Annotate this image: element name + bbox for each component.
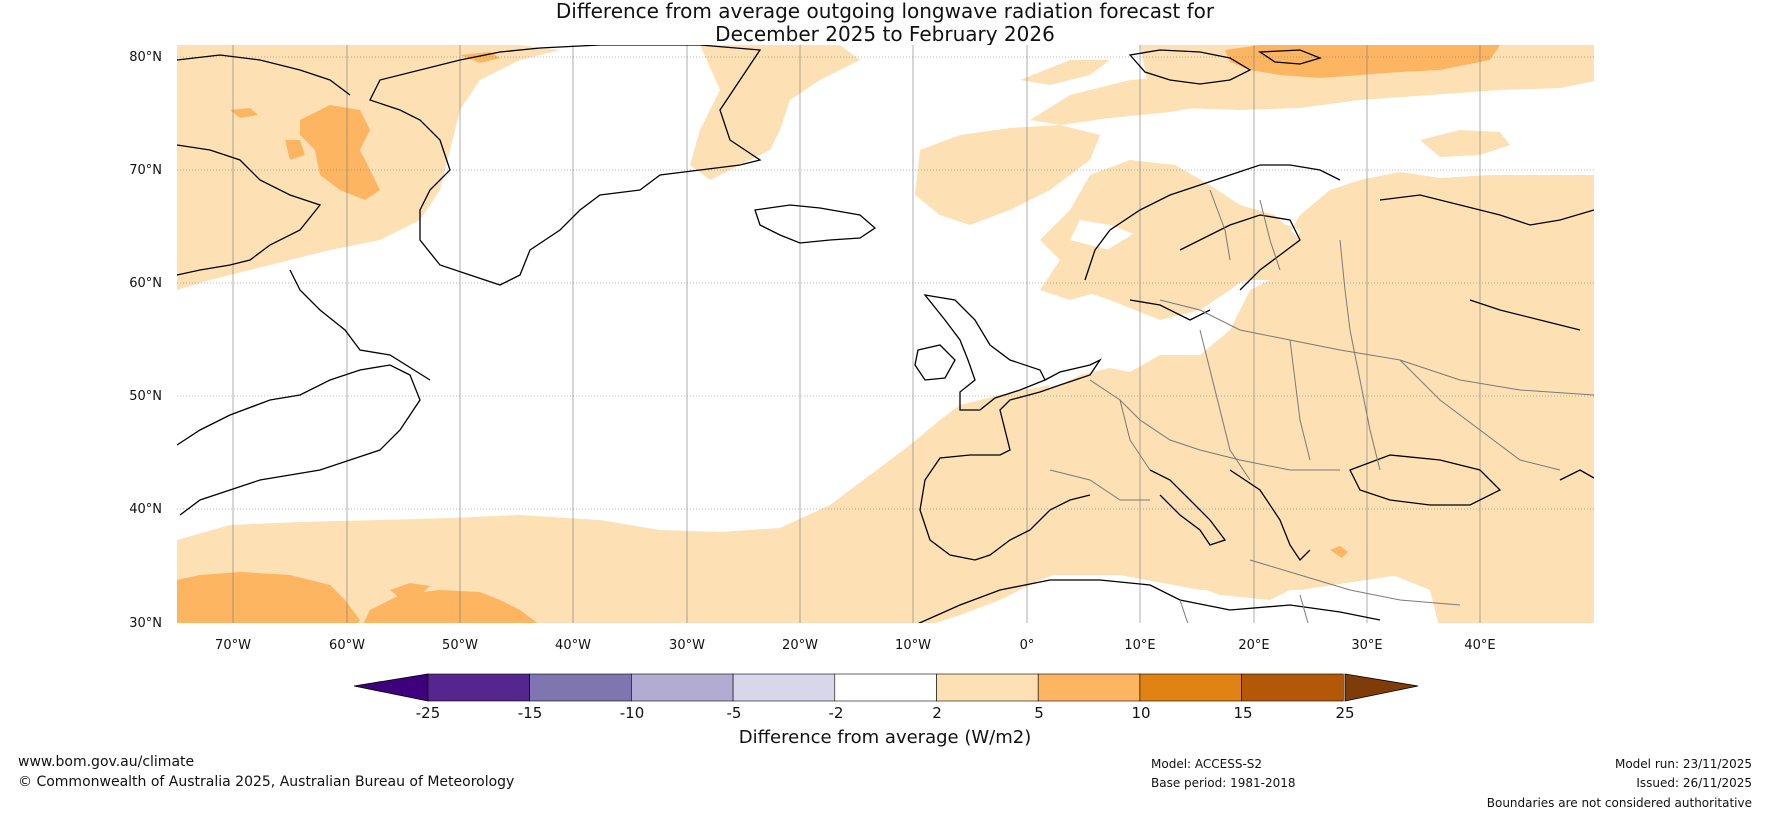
lon-label-20w: 20°W	[782, 638, 818, 653]
cb-tick-0: -25	[416, 704, 441, 722]
lon-label-70w: 70°W	[215, 638, 251, 653]
lon-label-50w: 50°W	[442, 638, 478, 653]
cb-tick-4: -2	[829, 704, 844, 722]
colorbar-cell-4	[732, 673, 836, 702]
footer-copyright: © Commonwealth of Australia 2025, Austra…	[18, 774, 515, 790]
cb-tick-5: 2	[932, 704, 942, 722]
lat-label-80: 80°N	[129, 50, 162, 65]
lat-label-50: 50°N	[129, 389, 162, 404]
lon-label-30e: 30°E	[1351, 638, 1382, 653]
colorbar-cell-7	[1037, 673, 1141, 702]
lon-label-30w: 30°W	[669, 638, 705, 653]
title-line-2: December 2025 to February 2026	[715, 22, 1055, 46]
latitude-labels: 80°N 70°N 60°N 50°N 40°N 30°N	[129, 50, 162, 631]
footer-base-period: Base period: 1981-2018	[1151, 776, 1296, 790]
lon-label-40e: 40°E	[1464, 638, 1495, 653]
colorbar-cell-8	[1139, 673, 1242, 702]
footer-disclaimer: Boundaries are not considered authoritat…	[1486, 796, 1752, 810]
cb-tick-2: -10	[620, 704, 645, 722]
colorbar-extend-high	[1344, 673, 1419, 702]
colorbar-cell-3	[631, 673, 734, 702]
cb-tick-8: 15	[1233, 704, 1252, 722]
lat-label-60: 60°N	[129, 276, 162, 291]
colorbar-ticks: -25 -15 -10 -5 -2 2 5 10 15 25	[416, 704, 1355, 722]
footer-model-run: Model run: 23/11/2025	[1614, 757, 1752, 771]
colorbar: -25 -15 -10 -5 -2 2 5 10 15 25	[353, 673, 1419, 722]
lon-label-40w: 40°W	[555, 638, 591, 653]
footer-website[interactable]: www.bom.gov.au/climate	[18, 754, 195, 770]
footer-issued: Issued: 26/11/2025	[1636, 776, 1752, 790]
national-borders	[1049, 189, 1594, 623]
map-area	[177, 45, 1594, 623]
anomaly-band-5-10	[177, 45, 1500, 623]
colorbar-extend-low	[353, 673, 429, 702]
lon-label-10w: 10°W	[895, 638, 931, 653]
cb-tick-1: -15	[518, 704, 543, 722]
lon-label-20e: 20°E	[1238, 638, 1269, 653]
colorbar-cell-1	[427, 673, 530, 702]
cb-tick-6: 5	[1034, 704, 1044, 722]
lon-label-0: 0°	[1020, 638, 1035, 653]
longitude-labels: 70°W 60°W 50°W 40°W 30°W 20°W 10°W 0° 10…	[215, 638, 1496, 653]
colorbar-cell-9	[1241, 673, 1344, 702]
lon-label-10e: 10°E	[1124, 638, 1155, 653]
graticule	[177, 45, 1594, 623]
cb-tick-9: 25	[1335, 704, 1354, 722]
lat-label-70: 70°N	[129, 163, 162, 178]
colorbar-label: Difference from average (W/m2)	[738, 727, 1032, 748]
cb-tick-7: 10	[1131, 704, 1150, 722]
colorbar-cells	[427, 673, 1344, 702]
lat-label-40: 40°N	[129, 502, 162, 517]
lon-label-60w: 60°W	[329, 638, 365, 653]
colorbar-cell-2	[529, 673, 632, 702]
colorbar-cell-6	[936, 673, 1039, 702]
title-line-1: Difference from average outgoing longwav…	[555, 0, 1215, 23]
cb-tick-3: -5	[727, 704, 742, 722]
anomaly-band-2-5	[177, 45, 1594, 623]
coastlines	[177, 45, 1594, 623]
colorbar-cell-5	[834, 673, 937, 702]
map-title: Difference from average outgoing longwav…	[0, 0, 1770, 46]
footer-model: Model: ACCESS-S2	[1151, 757, 1263, 771]
lat-label-30: 30°N	[129, 616, 162, 631]
